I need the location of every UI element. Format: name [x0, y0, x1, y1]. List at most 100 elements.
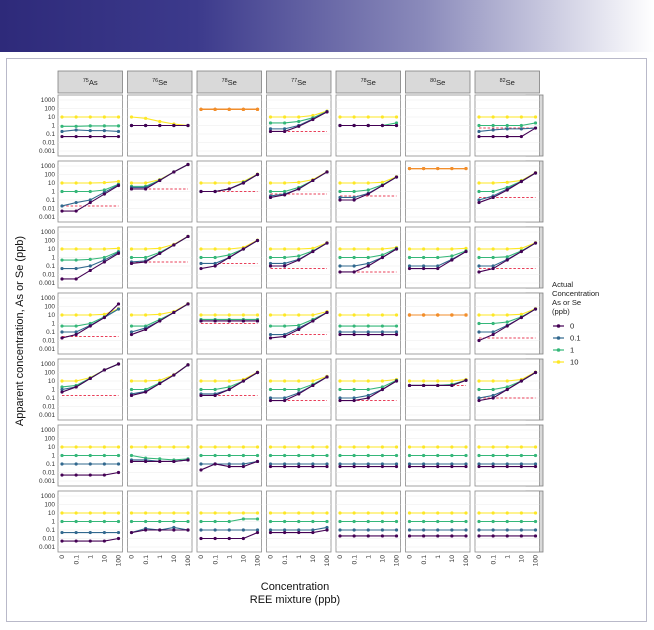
data-point — [255, 445, 260, 449]
column-strip — [57, 70, 123, 94]
column-strip — [266, 70, 332, 94]
data-point — [352, 528, 356, 532]
data-point — [88, 200, 92, 205]
data-point — [533, 519, 538, 524]
data-point — [297, 327, 301, 332]
data-point — [268, 195, 273, 200]
data-point — [241, 464, 245, 469]
y-tick-label: 10 — [48, 312, 56, 319]
data-point — [213, 528, 217, 532]
data-point — [464, 378, 468, 382]
data-point — [172, 445, 176, 449]
data-point — [436, 266, 440, 271]
data-point — [297, 187, 301, 191]
data-point — [268, 464, 273, 469]
data-point — [283, 115, 287, 119]
data-point — [199, 468, 203, 472]
data-point — [533, 453, 538, 458]
data-point — [477, 247, 481, 251]
data-point — [325, 375, 329, 379]
data-point — [352, 398, 356, 403]
data-point — [60, 258, 64, 262]
data-point — [380, 247, 384, 251]
data-point — [199, 453, 203, 458]
data-point — [88, 462, 92, 466]
x-tick-label: 1 — [296, 555, 303, 559]
y-tick-label: 10 — [48, 444, 56, 451]
data-point — [366, 396, 370, 400]
legend-title: Concentration — [552, 289, 599, 298]
data-point — [407, 445, 412, 449]
data-point — [464, 445, 468, 449]
data-point — [366, 534, 370, 538]
data-point — [213, 393, 217, 398]
data-point — [338, 181, 342, 185]
data-point — [533, 115, 538, 119]
data-point — [450, 534, 454, 538]
y-tick-label: 1 — [51, 123, 55, 130]
data-point — [407, 266, 412, 271]
data-point — [407, 464, 412, 469]
data-point — [436, 264, 440, 268]
data-point — [491, 181, 495, 185]
data-point — [241, 107, 245, 111]
data-point — [60, 330, 64, 334]
data-point — [477, 453, 481, 458]
data-point — [505, 462, 509, 466]
data-point — [213, 445, 217, 449]
data-point — [60, 453, 64, 458]
x-tick-label: 1 — [157, 555, 164, 559]
data-point — [102, 255, 106, 260]
data-point — [311, 530, 315, 535]
legend-title: As or Se — [552, 298, 581, 307]
data-point — [116, 129, 121, 134]
data-point — [311, 379, 315, 383]
data-point — [227, 511, 231, 515]
data-point — [311, 511, 315, 515]
data-point — [88, 115, 92, 119]
data-point — [88, 313, 92, 317]
data-point — [283, 528, 287, 532]
data-point — [338, 396, 342, 400]
y-tick-label: 1000 — [41, 361, 56, 368]
data-point — [366, 330, 370, 334]
data-point — [338, 198, 342, 202]
data-point — [186, 511, 190, 515]
data-point — [533, 464, 538, 469]
data-point — [366, 247, 370, 251]
data-point — [283, 313, 287, 317]
data-point — [102, 519, 106, 524]
data-point — [102, 260, 106, 264]
data-point — [297, 254, 301, 258]
data-point — [213, 264, 217, 268]
x-tick-label: 0.1 — [351, 555, 358, 565]
data-point — [394, 247, 399, 251]
data-point — [519, 464, 523, 469]
x-axis-label-line2: REE mixture (ppb) — [250, 594, 340, 606]
data-point — [283, 519, 287, 524]
data-point — [172, 373, 176, 377]
x-tick-label: 10 — [241, 555, 248, 563]
data-point — [199, 107, 203, 111]
data-point — [352, 379, 356, 383]
x-tick-label: 1 — [435, 555, 442, 559]
data-point — [227, 519, 231, 524]
data-point — [199, 387, 203, 392]
data-point — [505, 247, 509, 251]
data-point — [533, 171, 538, 175]
data-point — [297, 115, 301, 119]
data-point — [74, 134, 78, 139]
data-point — [241, 462, 245, 466]
data-point — [352, 453, 356, 458]
data-point — [144, 445, 148, 449]
data-point — [158, 178, 162, 183]
y-tick-label: 0.1 — [46, 527, 55, 534]
data-point — [268, 519, 273, 524]
data-point — [199, 536, 203, 541]
y-tick-label: 1000 — [41, 229, 56, 236]
data-point — [116, 519, 121, 524]
data-point — [297, 124, 301, 128]
data-point — [268, 181, 273, 185]
data-point — [88, 539, 92, 543]
